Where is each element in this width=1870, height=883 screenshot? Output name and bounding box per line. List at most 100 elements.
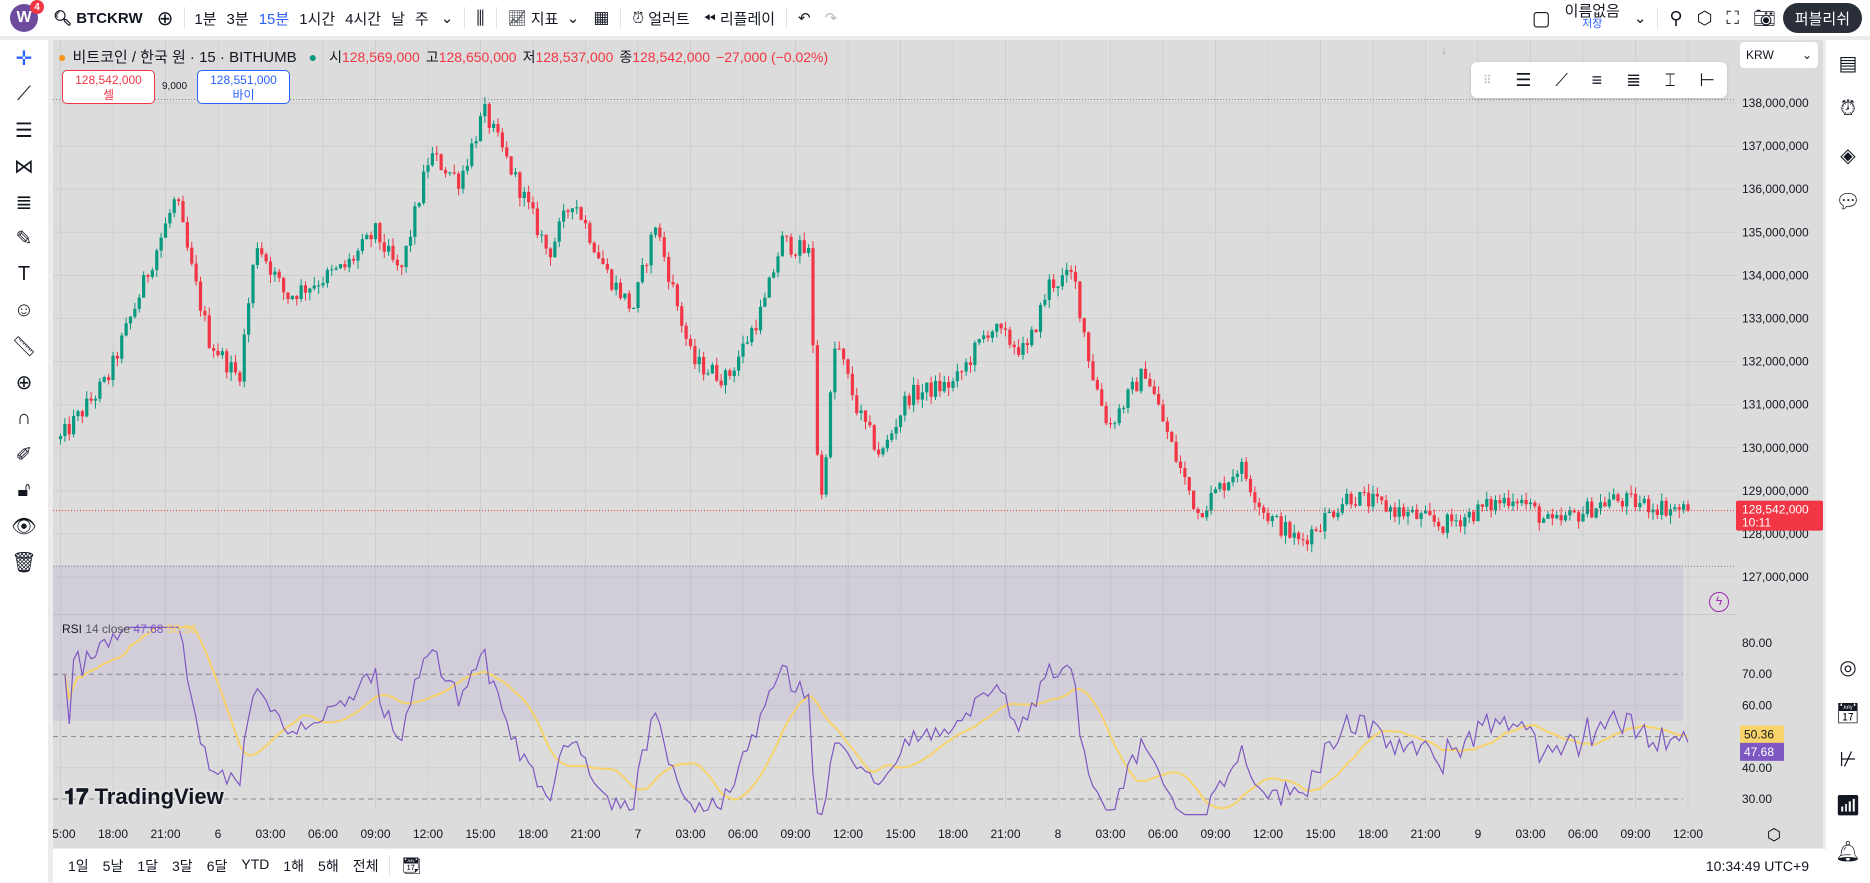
interval-0[interactable]: 1분 <box>194 10 217 28</box>
bottom-toolbar: 1일 5날 1달 3달 6달 YTD 1해 5해 전체 📆︎ 10:34:49 UTC+9 <box>53 849 1826 883</box>
candle-body <box>343 264 347 268</box>
range-3[interactable]: 3달 <box>172 858 193 874</box>
date-range-icon[interactable]: ⊢ <box>1699 69 1716 90</box>
range-4[interactable]: 6달 <box>206 858 228 874</box>
range-7[interactable]: 5해 <box>318 858 339 874</box>
indicators-button[interactable]: 📈︎ 지표 ⌄ <box>501 0 587 36</box>
chart-canvas[interactable]: 138,000,000 137,000,000 136,000,000 135,000… <box>53 40 1823 848</box>
candle-body <box>850 373 854 396</box>
buy-button[interactable]: 128,551,000 바이 <box>197 70 290 104</box>
zoom-in-icon[interactable]: ⊕ <box>15 371 33 394</box>
chart-area[interactable]: 138,000,000 137,000,000 136,000,000 135,000… <box>53 40 1823 848</box>
options-icon[interactable]: ⊬ <box>1839 748 1857 771</box>
alarm-icon[interactable]: ⏰︎ <box>1840 97 1856 120</box>
divider <box>184 7 186 29</box>
rsi-tag-value: 47.68 <box>1744 745 1774 759</box>
clock-timezone[interactable]: 10:34:49 UTC+9 <box>1705 858 1809 874</box>
pane-divider[interactable] <box>53 614 1736 615</box>
brush-icon[interactable]: ✎ <box>15 227 33 250</box>
symbol-title[interactable]: 비트코인 / 한국 원 · 15 · BITHUMB <box>72 49 297 66</box>
fib-icon[interactable]: ≣ <box>15 191 33 214</box>
settings-gear-icon[interactable]: ⬡ <box>1696 7 1713 28</box>
candle-body <box>566 210 570 213</box>
currency-select[interactable]: KRW ⌄ <box>1740 42 1818 68</box>
interval-3[interactable]: 1시간 <box>299 10 336 28</box>
interval-4[interactable]: 4시간 <box>345 10 382 28</box>
trend-line-icon[interactable]: ⟋ <box>17 82 31 105</box>
replay-button[interactable]: ⏪︎ 리플레이 <box>697 0 782 36</box>
target-icon[interactable]: ◎ <box>1839 656 1857 679</box>
layout-checkbox-icon[interactable]: ▢ <box>1531 7 1551 30</box>
candle-body <box>1017 347 1021 355</box>
lightning-icon[interactable]: ϟ <box>1709 592 1729 612</box>
candle-body <box>1467 511 1471 518</box>
regression-channel-icon[interactable]: ≣ <box>1625 69 1642 90</box>
layouts-grid-icon[interactable]: ▦ <box>593 8 610 27</box>
range-1[interactable]: 5날 <box>102 858 124 874</box>
candle-body <box>1358 492 1362 506</box>
parallel-channel-icon[interactable]: ≡ <box>1591 69 1603 90</box>
undo-icon[interactable]: ↶ <box>798 10 811 27</box>
trend-line-icon[interactable]: ⟋ <box>1555 69 1568 90</box>
goto-date-calendar-icon[interactable]: 📆︎ <box>401 858 422 875</box>
range-6[interactable]: 1해 <box>283 858 305 874</box>
lock-drawing-icon[interactable]: ✐ <box>15 443 33 466</box>
candle-type-icon[interactable]: ⫼ <box>476 7 485 28</box>
trash-icon[interactable]: 🗑︎ <box>11 551 37 574</box>
eye-icon[interactable]: 👁︎ <box>11 515 37 538</box>
publish-button[interactable]: 퍼블리쉬 <box>1782 3 1862 33</box>
alert-button[interactable]: ⏰︎ 얼러트 <box>625 0 696 36</box>
layout-chevron-icon[interactable]: ⌄ <box>1633 10 1647 27</box>
candle-body <box>194 263 198 282</box>
ruler-icon[interactable]: 📏︎ <box>11 335 37 358</box>
arrow-down-icon[interactable]: ↓ <box>1441 43 1447 57</box>
broadcast-icon[interactable]: 📶︎ <box>1835 794 1861 817</box>
interval-6[interactable]: 주 <box>414 10 429 28</box>
compare-add-icon[interactable]: ⊕ <box>156 7 174 30</box>
candle-body <box>1590 501 1594 518</box>
crosshair-icon[interactable]: ✛ <box>15 47 33 70</box>
interval-5[interactable]: 날 <box>391 10 405 28</box>
candle-body <box>1463 517 1467 527</box>
calendar-icon[interactable]: 📅︎ <box>1835 702 1861 725</box>
price-axis-label: 133,000,000 <box>1742 312 1809 326</box>
interval-1[interactable]: 3분 <box>226 10 249 28</box>
time-axis-label: 06:00 <box>728 827 758 841</box>
interval-2[interactable]: 15분 <box>258 10 290 28</box>
candle-body <box>1445 514 1449 533</box>
text-icon[interactable]: T <box>17 262 31 285</box>
pattern-icon[interactable]: ⋈ <box>14 155 34 178</box>
range-8[interactable]: 전체 <box>352 858 379 874</box>
candle-body <box>487 103 491 129</box>
layers-icon[interactable]: ◈ <box>1840 144 1856 167</box>
candle-body <box>1283 522 1288 536</box>
sell-button[interactable]: 128,542,000 셀 <box>62 70 155 104</box>
candle-body <box>247 303 251 335</box>
symbol-search-button[interactable]: 🔍︎ BTCKRW <box>46 0 150 36</box>
range-2[interactable]: 1달 <box>137 858 159 874</box>
interval-dropdown-chevron-icon[interactable]: ⌄ <box>440 10 454 27</box>
magnet-icon[interactable]: ∩ <box>16 406 32 429</box>
drag-handle-icon[interactable]: ⠿ <box>1482 73 1492 87</box>
candle-body <box>1213 489 1218 494</box>
redo-icon[interactable]: ↷ <box>824 10 838 27</box>
fullscreen-icon[interactable]: ⛶ <box>1726 7 1739 28</box>
chat-icon[interactable]: 💬︎ <box>1835 190 1861 213</box>
layout-name-button[interactable]: 이름없음 저장 <box>1558 0 1627 36</box>
horizontal-lines-icon[interactable]: ☰ <box>15 119 33 142</box>
candle-body <box>518 172 522 199</box>
horizontal-ray-icon[interactable]: ☰ <box>1515 69 1532 90</box>
watchlist-icon[interactable]: ▤ <box>1838 52 1858 75</box>
price-range-icon[interactable]: ⌶ <box>1664 69 1676 90</box>
emoji-icon[interactable]: ☺ <box>13 298 35 321</box>
rsi-value: 47.68 <box>133 622 164 636</box>
lock-icon[interactable]: 🔓︎ <box>17 478 31 501</box>
candle-body <box>286 292 290 300</box>
camera-icon[interactable]: 📷︎ <box>1752 7 1776 28</box>
range-0[interactable]: 1일 <box>68 858 89 874</box>
quick-search-icon[interactable]: ⚲ <box>1669 7 1683 28</box>
range-5[interactable]: YTD <box>241 856 270 872</box>
candle-body <box>1165 421 1169 432</box>
bell-icon[interactable]: 🔔︎ <box>1835 840 1861 863</box>
